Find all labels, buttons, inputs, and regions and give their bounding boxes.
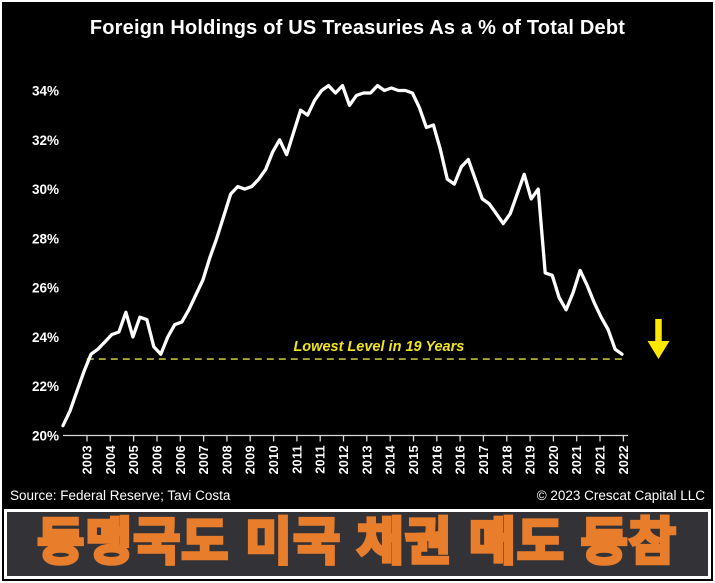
x-tick-label: 2004	[104, 445, 118, 474]
x-tick-label: 2019	[524, 445, 538, 474]
x-tick-label: 2013	[360, 445, 374, 474]
x-tick-label: 2011	[314, 445, 328, 474]
y-tick-label: 30%	[32, 182, 59, 197]
x-tick-label: 2005	[127, 445, 141, 474]
y-tick-label: 24%	[32, 330, 59, 345]
copyright-label: © 2023 Crescat Capital LLC	[536, 488, 705, 503]
x-tick-label: 2014	[384, 445, 398, 474]
x-tick-label: 2007	[197, 445, 211, 474]
x-tick-label: 2009	[244, 445, 258, 474]
x-tick-label: 2016	[430, 445, 444, 474]
caption-text: 동맹국도 미국 채권 매도 동참	[36, 514, 678, 570]
x-tick-label: 2010	[267, 445, 281, 474]
data-line	[61, 83, 624, 428]
x-tick-label: 2020	[547, 445, 561, 474]
x-tick-label: 2016	[454, 445, 468, 474]
x-tick-label: 2006	[174, 445, 188, 474]
y-tick-label: 32%	[32, 133, 59, 148]
x-tick-label: 2015	[407, 445, 421, 474]
y-tick-label: 20%	[32, 429, 59, 444]
x-tick-label: 2011	[290, 445, 304, 474]
chart-title: Foreign Holdings of US Treasuries As a %…	[89, 17, 626, 39]
x-tick-label: 2022	[617, 445, 631, 474]
x-tick-label: 2021	[570, 445, 584, 474]
x-tick-label: 2012	[337, 445, 351, 474]
y-tick-label: 22%	[32, 379, 59, 394]
y-tick-label: 28%	[32, 231, 59, 246]
y-tick-label: 34%	[32, 84, 59, 99]
x-tick-label: 2018	[500, 445, 514, 474]
x-tick-label: 2017	[477, 445, 491, 474]
x-tick-label: 2006	[151, 445, 165, 474]
x-tick-label: 2003	[81, 445, 95, 474]
annotation-label: Lowest Level in 19 Years	[293, 339, 464, 355]
line-chart: 20% 22% 24% 26% 28% 30% 32% 34% 2003 2004 2005 2006…	[2, 2, 713, 507]
chart-svg: 20% 22% 24% 26% 28% 30% 32% 34% 2003 2004 2005 2006…	[32, 83, 670, 474]
y-tick-label: 26%	[32, 281, 59, 296]
caption-box: 동맹국도 미국 채권 매도 동참	[4, 509, 711, 579]
down-arrow-head	[647, 341, 670, 359]
x-tick-label: 2021	[594, 445, 608, 474]
x-tick-label: 2008	[220, 445, 234, 474]
source-label: Source: Federal Reserve; Tavi Costa	[10, 488, 231, 503]
source-row: Source: Federal Reserve; Tavi Costa © 20…	[10, 488, 705, 503]
